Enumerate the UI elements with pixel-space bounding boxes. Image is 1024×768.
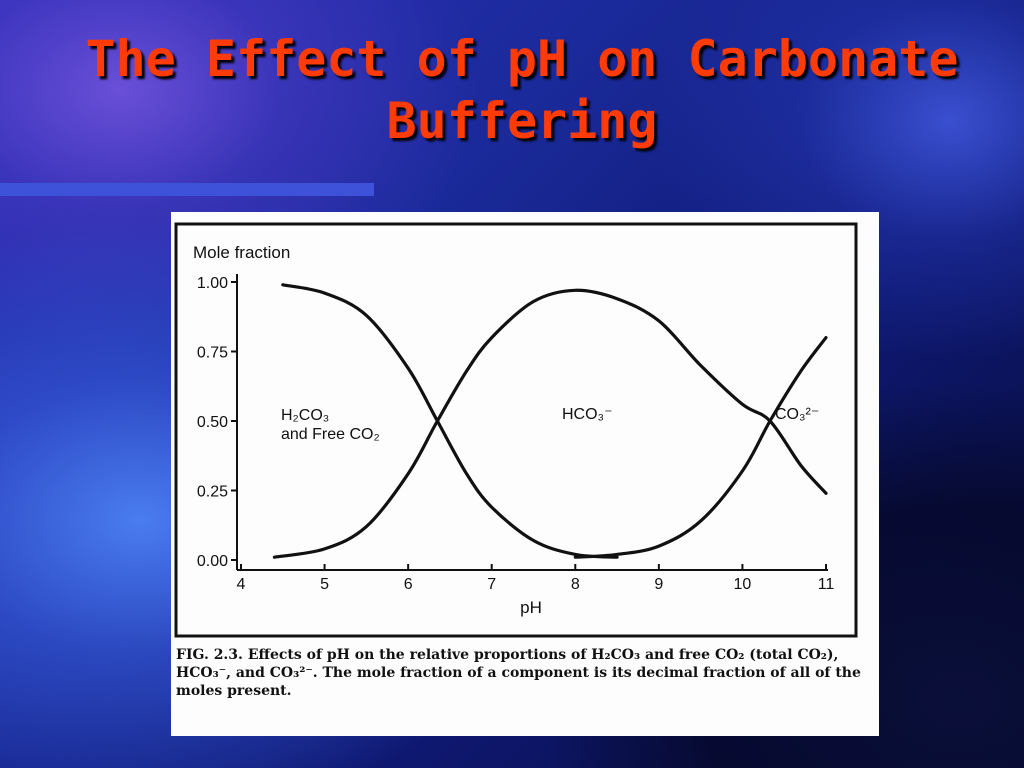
curve-label-hco3: HCO₃⁻: [562, 406, 613, 423]
y-tick-label: 0.50: [197, 414, 228, 431]
curve-label-co3: CO₃²⁻: [775, 406, 819, 423]
x-tick-label: 4: [237, 576, 246, 593]
caption-prefix: FIG. 2.3.: [176, 647, 243, 663]
y-tick-label: 0.25: [197, 484, 228, 501]
title-underline-bar: [0, 183, 374, 196]
outer-frame: [174, 222, 858, 638]
x-tick-label: 7: [487, 576, 496, 593]
figure-caption: FIG. 2.3. Effects of pH on the relative …: [176, 646, 866, 700]
y-tick-label: 1.00: [197, 275, 228, 292]
x-axis-title: pH: [520, 598, 542, 617]
x-tick-label: 5: [320, 576, 329, 593]
plot-axes: 0.00 0.25 0.50 0.75 1.00 4 5 6 7 8 9 10 11: [197, 274, 835, 593]
y-axis-title: Mole fraction: [193, 243, 290, 262]
x-tick-label: 11: [818, 576, 835, 593]
curve-label-free-co2: and Free CO₂: [281, 426, 380, 443]
x-tick-label: 6: [404, 576, 413, 593]
curves: [272, 283, 828, 559]
caption-text: Effects of pH on the relative proportion…: [176, 647, 861, 699]
chart-figure: Mole fraction pH 0.00 0.25 0.50 0.75 1.00 4 5 6…: [171, 212, 879, 736]
x-tick-label: 10: [734, 576, 752, 593]
h2co3-curve: [281, 283, 619, 559]
chart-svg: Mole fraction pH 0.00 0.25 0.50 0.75 1.00 4 5 6…: [174, 222, 858, 638]
slide-title-line-2: Buffering: [386, 92, 658, 150]
slide-title: The Effect of pH on Carbonate Buffering: [20, 28, 1024, 152]
slide-title-line-1: The Effect of pH on Carbonate: [85, 30, 959, 88]
x-tick-label: 8: [571, 576, 580, 593]
x-tick-label: 9: [654, 576, 663, 593]
co3-curve: [573, 336, 828, 559]
hco3-curve: [272, 288, 828, 559]
y-tick-label: 0.75: [197, 345, 228, 362]
y-tick-label: 0.00: [197, 553, 228, 570]
curve-label-h2co3: H₂CO₃: [281, 407, 329, 424]
